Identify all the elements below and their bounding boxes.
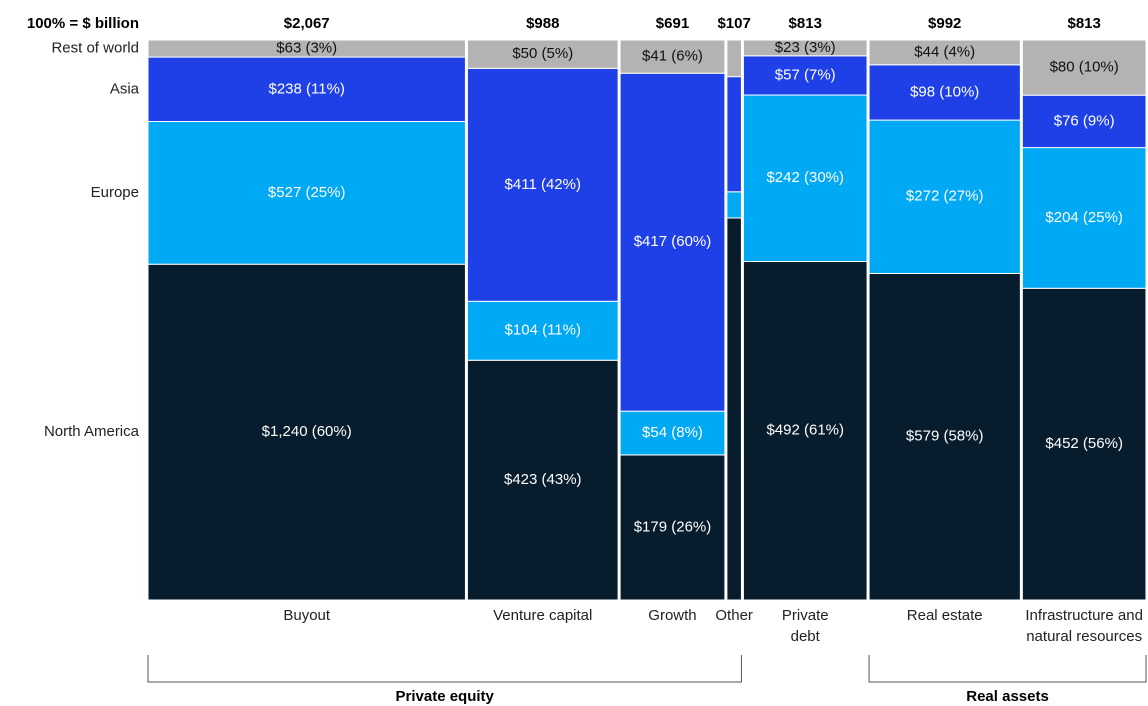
column-total: $813 (789, 15, 822, 32)
category-label: Real estate (906, 607, 983, 624)
category-label: Other (715, 607, 753, 624)
column-total: $691 (656, 15, 689, 32)
segment (466, 39, 619, 69)
segment-label: $411 (42%) (505, 176, 581, 193)
column-total: $992 (928, 15, 961, 32)
segment (726, 191, 742, 219)
segment (619, 39, 726, 74)
segment-label: $242 (30%) (766, 169, 844, 186)
segment (742, 261, 868, 601)
column-total: $988 (526, 15, 559, 32)
category-label: Infrastructure and natural resources (1025, 607, 1143, 645)
segment (868, 119, 1021, 274)
segment-label: $63 (3%) (276, 39, 337, 56)
segment (147, 56, 466, 123)
group-label: Real assets (966, 688, 1049, 705)
column-total: $107 (717, 15, 750, 32)
segment-label: $272 (27%) (906, 188, 984, 205)
segment-label: $104 (11%) (505, 322, 581, 339)
segment (868, 272, 1021, 601)
segment-label: $204 (25%) (1045, 209, 1123, 226)
segment (619, 454, 726, 601)
segment-label: $527 (25%) (268, 184, 346, 201)
series-label: North America (44, 423, 140, 440)
segment (868, 64, 1021, 121)
category-label: Buyout (283, 607, 331, 624)
category-label: Private debt (781, 607, 829, 645)
segment-label: $54 (8%) (642, 424, 703, 441)
segment (466, 67, 619, 302)
segment (742, 39, 868, 57)
segment-label: $1,240 (60%) (262, 423, 352, 440)
segment-label: $98 (10%) (910, 83, 979, 100)
segment (466, 359, 619, 601)
series-label: Europe (91, 184, 139, 201)
segment (726, 76, 742, 193)
column-total: $2,067 (284, 15, 330, 32)
segment (1021, 147, 1147, 289)
category-label: Venture capital (493, 607, 593, 624)
group-bracket (147, 655, 742, 683)
segment (1021, 287, 1147, 601)
series-label: Rest of world (51, 39, 139, 56)
segment-label: $579 (58%) (906, 428, 984, 445)
segment-label: $423 (43%) (504, 471, 582, 488)
segment-label: $23 (3%) (775, 39, 836, 56)
segment-label: $80 (10%) (1050, 59, 1119, 76)
segment (726, 39, 742, 78)
segment (868, 39, 1021, 66)
segment-label: $50 (5%) (512, 45, 573, 62)
segment (1021, 94, 1147, 149)
category-label: Growth (648, 607, 697, 624)
segment-label: $417 (60%) (634, 233, 712, 250)
segment-label: $44 (4%) (914, 43, 975, 60)
segment-label: $492 (61%) (766, 422, 844, 439)
segment-label: $57 (7%) (775, 66, 836, 83)
segment-label: $41 (6%) (642, 48, 703, 65)
segment (619, 72, 726, 412)
segment-label: $452 (56%) (1045, 435, 1123, 452)
segment (147, 263, 466, 601)
column-total: $813 (1067, 15, 1100, 32)
group-label: Private equity (396, 688, 495, 705)
segment (1021, 39, 1147, 96)
segment (466, 300, 619, 361)
segment (742, 94, 868, 263)
segment (726, 217, 742, 601)
segment-label: $76 (9%) (1054, 112, 1115, 129)
segment-label: $238 (11%) (268, 80, 344, 97)
header-label: 100% = $ billion (27, 15, 139, 32)
segment-label: $179 (26%) (634, 518, 712, 535)
group-bracket (868, 655, 1147, 683)
series-label: Asia (110, 80, 140, 97)
segment (147, 39, 466, 58)
